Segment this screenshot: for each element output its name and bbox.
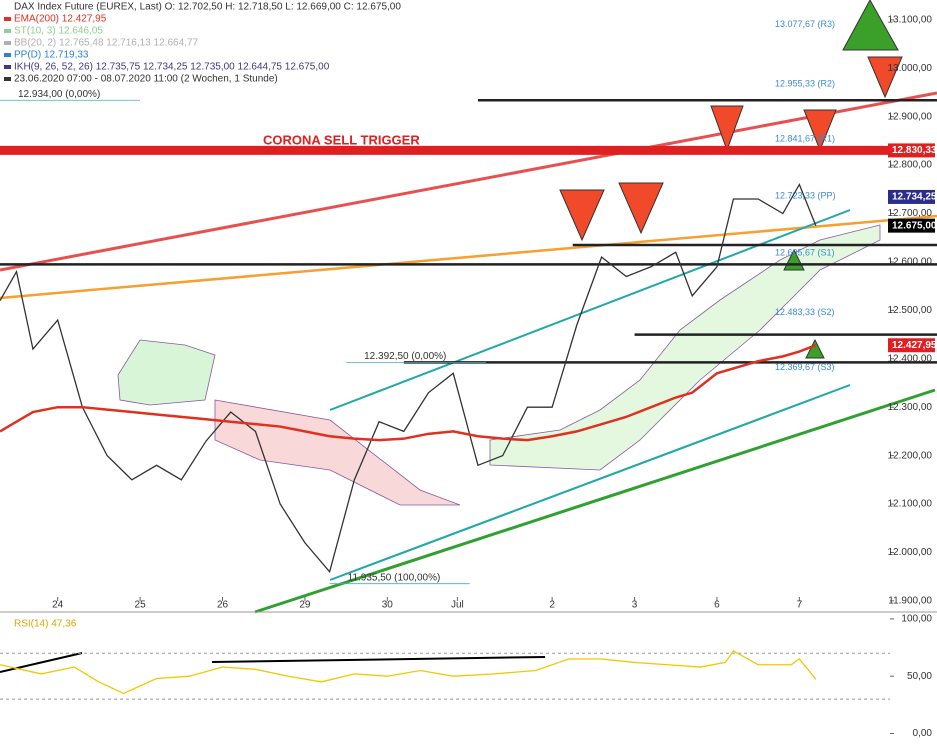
series-line xyxy=(0,650,817,695)
x-tick-label: 7 xyxy=(797,600,803,611)
y-tick-label: 12.400,00 xyxy=(888,353,933,364)
y-tick-label: 12.100,00 xyxy=(888,499,933,510)
trendline xyxy=(0,91,937,272)
price-tag xyxy=(888,338,935,353)
x-tick-label: 6 xyxy=(714,600,720,611)
buy-signal xyxy=(805,338,825,359)
price-tag-label: 12.675,00 xyxy=(892,220,937,231)
y-tick-label: 100,00 xyxy=(901,614,932,625)
indicator-swatch xyxy=(4,29,11,33)
chart-title: RSI(14) 47,36 xyxy=(14,619,77,630)
fib-label: 11.935,50 (100,00%) xyxy=(348,572,441,583)
y-tick-label: 12.700,00 xyxy=(888,208,933,219)
pivot-label: 12.605,67 (S1) xyxy=(775,248,835,258)
indicator-label: EMA(200) 12.427,95 xyxy=(14,14,107,25)
indicator-swatch xyxy=(4,65,11,69)
y-tick-label: 0,00 xyxy=(913,728,933,739)
indicator-swatch xyxy=(4,53,11,57)
cloud xyxy=(489,224,881,471)
x-tick-label: 30 xyxy=(382,600,394,611)
indicator-label: BB(20, 2) 12.765,48 12.716,13 12.664,77 xyxy=(14,38,198,49)
y-tick-label: 12.000,00 xyxy=(888,547,933,558)
indicator-label: IKH(9, 26, 52, 26) 12.735,75 12.734,25 1… xyxy=(14,62,330,73)
cloud xyxy=(117,339,216,406)
series-line xyxy=(0,182,817,574)
pivot-label: 12.723,33 (PP) xyxy=(775,191,836,201)
pivot-label: 12.955,33 (R2) xyxy=(775,78,835,88)
y-tick-label: 13.100,00 xyxy=(888,14,933,25)
fib-label: 12.934,00 (0,00%) xyxy=(18,89,100,100)
y-tick-label: 12.600,00 xyxy=(888,257,933,268)
sell-signal xyxy=(559,189,605,242)
sell-signal xyxy=(710,105,744,152)
x-tick-label: 2 xyxy=(549,600,555,611)
price-tag-label: 12.830,33 xyxy=(892,145,937,156)
sell-signal xyxy=(867,56,903,99)
rsi-trendline xyxy=(211,656,546,663)
x-tick-label: 26 xyxy=(217,600,229,611)
buy-signal xyxy=(842,0,899,51)
indicator-label: 23.06.2020 07:00 - 08.07.2020 11:00 (2 W… xyxy=(14,74,278,85)
indicator-swatch xyxy=(4,41,11,45)
x-tick-label: 3 xyxy=(632,600,638,611)
y-tick-label: 12.300,00 xyxy=(888,402,933,413)
price-tag-label: 12.427,95 xyxy=(892,340,937,351)
trendline xyxy=(329,384,851,581)
x-tick-label: 24 xyxy=(52,600,64,611)
trendline xyxy=(329,209,851,411)
y-tick-label: 12.900,00 xyxy=(888,111,933,122)
price-tag xyxy=(888,189,935,204)
sell-signal xyxy=(618,182,664,235)
x-tick-label: Jul xyxy=(451,600,464,611)
price-tag xyxy=(888,218,935,233)
pivot-label: 12.483,33 (S2) xyxy=(775,307,835,317)
series-line xyxy=(0,344,817,442)
annotation: CORONA SELL TRIGGER xyxy=(263,132,420,147)
fib-label: 12.392,50 (0,00%) xyxy=(364,351,446,362)
price-tag xyxy=(888,143,935,158)
x-tick-label: 29 xyxy=(299,600,311,611)
price-tag-label: 12.734,25 xyxy=(892,192,937,203)
indicator-label: PP(D) 12.719,33 xyxy=(14,50,89,61)
pivot-label: 12.841,67 (R1) xyxy=(775,133,835,143)
y-tick-label: 50,00 xyxy=(907,671,932,682)
rsi-trendline xyxy=(0,652,83,673)
indicator-swatch xyxy=(4,17,11,21)
trendline xyxy=(254,388,936,614)
pivot-label: 12.369,67 (S3) xyxy=(775,362,835,372)
pivot-label: 13.077,67 (R3) xyxy=(775,19,835,29)
y-tick-label: 13.000,00 xyxy=(888,63,933,74)
x-tick-label: 25 xyxy=(135,600,147,611)
trendline xyxy=(0,214,937,300)
y-tick-label: 12.500,00 xyxy=(888,305,933,316)
indicator-label: ST(10, 3) 12.646,05 xyxy=(14,26,103,37)
sell-signal xyxy=(803,109,837,152)
chart-title: DAX Index Future (EUREX, Last) O: 12.702… xyxy=(14,2,401,13)
y-tick-label: 12.200,00 xyxy=(888,450,933,461)
y-tick-label: 11.900,00 xyxy=(888,596,932,607)
y-tick-label: 12.800,00 xyxy=(888,160,933,171)
indicator-swatch xyxy=(4,77,11,81)
